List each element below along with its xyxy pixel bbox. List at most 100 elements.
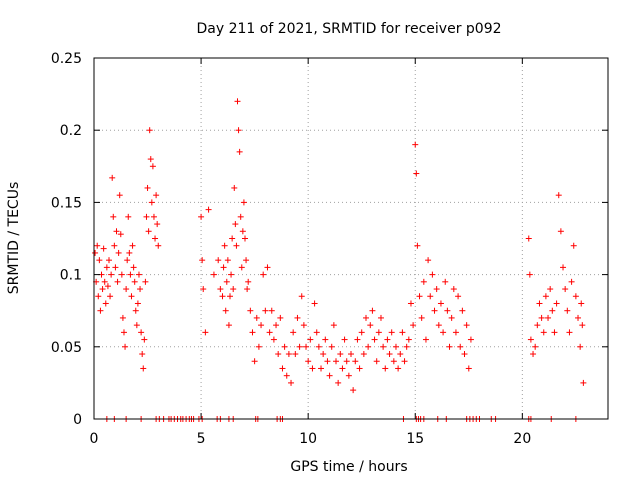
axis-tick-labels: 0 0.05 0.1 0.15 0.2 0.25 0 5 10 15 20	[51, 51, 531, 447]
data-point	[525, 235, 532, 242]
data-point	[110, 213, 117, 220]
data-point	[350, 387, 357, 394]
data-point	[360, 351, 367, 358]
data-point	[129, 242, 136, 249]
data-point	[142, 278, 149, 285]
data-point	[422, 336, 429, 343]
data-point	[311, 300, 318, 307]
data-point	[380, 343, 387, 350]
data-point	[547, 286, 554, 293]
data-point	[369, 307, 376, 314]
data-point	[294, 314, 301, 321]
data-point	[446, 343, 453, 350]
data-point	[138, 329, 145, 336]
x-axis-label: GPS time / hours	[290, 459, 407, 475]
data-point	[233, 242, 240, 249]
data-point	[277, 314, 284, 321]
data-point	[235, 127, 242, 134]
data-point	[225, 322, 232, 329]
data-point	[333, 358, 340, 365]
data-point	[292, 351, 299, 358]
data-point	[223, 278, 230, 285]
data-point	[413, 170, 420, 177]
data-point	[354, 336, 361, 343]
data-point	[328, 343, 335, 350]
data-point	[120, 329, 127, 336]
data-point	[536, 300, 543, 307]
data-point	[345, 372, 352, 379]
y-tick-label: 0	[73, 412, 82, 428]
data-point	[137, 286, 144, 293]
data-point	[288, 379, 295, 386]
data-point	[459, 307, 466, 314]
data-point	[112, 264, 119, 271]
data-point	[410, 322, 417, 329]
data-point	[534, 322, 541, 329]
data-point	[97, 307, 104, 314]
data-point	[401, 358, 408, 365]
data-point	[119, 314, 126, 321]
data-point	[412, 141, 419, 148]
data-point	[147, 156, 154, 163]
data-point	[545, 314, 552, 321]
data-point	[232, 221, 239, 228]
data-point	[135, 271, 142, 278]
data-point	[309, 365, 316, 372]
data-point	[199, 257, 206, 264]
data-point	[416, 293, 423, 300]
data-point	[258, 322, 265, 329]
data-point	[285, 351, 292, 358]
data-point	[210, 271, 217, 278]
data-point	[566, 329, 573, 336]
data-point	[150, 213, 157, 220]
data-point	[131, 278, 138, 285]
data-point	[530, 351, 537, 358]
data-point	[579, 322, 586, 329]
data-point	[418, 314, 425, 321]
data-point	[330, 322, 337, 329]
data-point	[270, 336, 277, 343]
data-point	[149, 163, 156, 170]
data-point	[105, 257, 112, 264]
data-point	[243, 257, 250, 264]
data-point	[560, 264, 567, 271]
data-point	[133, 322, 140, 329]
axis-ticks	[93, 57, 608, 420]
data-point	[555, 192, 562, 199]
data-point	[303, 343, 310, 350]
data-point	[220, 264, 227, 271]
data-point	[557, 228, 564, 235]
data-point	[224, 257, 231, 264]
data-point	[222, 307, 229, 314]
data-point	[577, 343, 584, 350]
data-point	[463, 322, 470, 329]
data-point	[335, 379, 342, 386]
data-point	[219, 293, 226, 300]
data-point	[100, 245, 107, 252]
data-point	[99, 286, 106, 293]
data-point	[320, 351, 327, 358]
data-point	[251, 358, 258, 365]
data-point	[154, 221, 161, 228]
data-point	[123, 286, 130, 293]
data-point	[420, 278, 427, 285]
data-point	[433, 286, 440, 293]
data-point	[465, 365, 472, 372]
data-point	[290, 329, 297, 336]
data-point	[266, 329, 273, 336]
data-point	[442, 278, 449, 285]
data-point	[264, 264, 271, 271]
data-point	[429, 271, 436, 278]
data-point	[300, 322, 307, 329]
data-point	[386, 351, 393, 358]
data-point	[198, 213, 205, 220]
data-point	[128, 293, 135, 300]
data-point	[262, 307, 269, 314]
data-point	[326, 372, 333, 379]
data-point	[542, 293, 549, 300]
data-point	[307, 336, 314, 343]
data-point	[255, 343, 262, 350]
data-point	[230, 286, 237, 293]
data-point	[234, 98, 241, 105]
